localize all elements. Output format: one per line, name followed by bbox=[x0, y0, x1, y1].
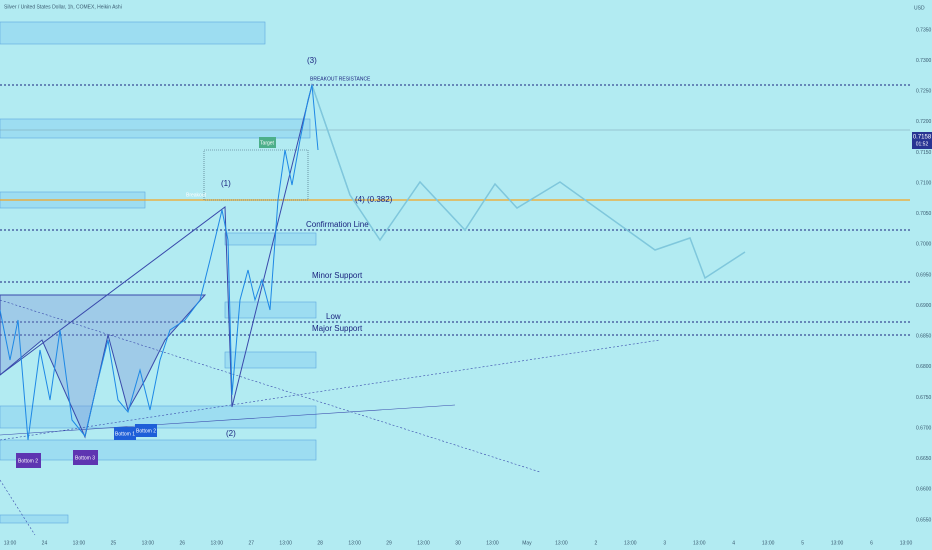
x-tick-label: 13:00 bbox=[142, 540, 155, 546]
x-tick-label: May bbox=[522, 540, 532, 546]
price: 0.7158 bbox=[913, 135, 932, 141]
breakout: Breakout bbox=[186, 192, 207, 198]
x-tick-label: 28 bbox=[317, 540, 323, 546]
x-tick-label: 2 bbox=[594, 540, 597, 546]
x-axis: 13:00 24 13:00 25 13:00 26 13:00 27 13:00 28 13:00… bbox=[4, 540, 913, 546]
y-tick-label: 0.7000 bbox=[916, 242, 932, 248]
price-badge bbox=[912, 132, 932, 149]
x-tick-label: 13:00 bbox=[4, 540, 17, 546]
x-tick-label: 13:00 bbox=[211, 540, 224, 546]
y-axis: 0.7350 0.7300 0.7250 0.7200 0.7150 0.7100 0.70… bbox=[916, 27, 932, 523]
price-path bbox=[0, 84, 319, 441]
y-tick-label: 0.7250 bbox=[916, 89, 932, 95]
bottom2: Bottom 2 bbox=[18, 458, 38, 464]
bottom3: Bottom 3 bbox=[75, 455, 95, 461]
x-tick-label: 13:00 bbox=[486, 540, 499, 546]
x-tick-label: 6 bbox=[870, 540, 873, 546]
target: Target bbox=[260, 140, 275, 146]
breakout-resistance: BREAKOUT RESISTANCE bbox=[310, 76, 371, 82]
major-support: Major Support bbox=[312, 324, 363, 333]
bottom1: Bottom 1 bbox=[115, 431, 135, 437]
wave2: (2) bbox=[226, 429, 236, 438]
bottom2b: Bottom 2 bbox=[136, 428, 156, 434]
x-tick-label: 30 bbox=[455, 540, 461, 546]
y-tick-label: 0.7200 bbox=[916, 119, 932, 125]
wave3: (3) bbox=[307, 56, 317, 65]
currency: USD bbox=[914, 5, 925, 11]
y-tick-label: 0.6900 bbox=[916, 303, 932, 309]
y-tick-label: 0.7350 bbox=[916, 27, 932, 33]
x-tick-label: 13:00 bbox=[900, 540, 913, 546]
x-tick-label: 13:00 bbox=[417, 540, 430, 546]
wave1: (1) bbox=[221, 179, 231, 188]
y-tick-label: 0.7050 bbox=[916, 211, 932, 217]
x-tick-label: 13:00 bbox=[831, 540, 844, 546]
y-tick-label: 0.6750 bbox=[916, 395, 932, 401]
x-tick-label: 13:00 bbox=[693, 540, 706, 546]
y-tick-label: 0.6800 bbox=[916, 364, 932, 370]
low: Low bbox=[326, 312, 341, 321]
countdown: 01:52 bbox=[916, 141, 929, 147]
y-tick-label: 0.6700 bbox=[916, 425, 932, 431]
x-tick-label: 24 bbox=[42, 540, 48, 546]
y-tick-label: 0.6650 bbox=[916, 456, 932, 462]
projection bbox=[311, 84, 746, 280]
confirmation: Confirmation Line bbox=[306, 220, 369, 229]
bottom2-tag bbox=[16, 453, 41, 468]
x-tick-label: 3 bbox=[663, 540, 666, 546]
x-tick-label: 27 bbox=[248, 540, 254, 546]
x-tick-label: 13:00 bbox=[348, 540, 361, 546]
x-tick-label: 25 bbox=[111, 540, 117, 546]
x-tick-label: 29 bbox=[386, 540, 392, 546]
x-tick-label: 13:00 bbox=[279, 540, 292, 546]
y-tick-label: 0.6600 bbox=[916, 487, 932, 493]
title: Silver / United States Dollar, 1h, COMEX… bbox=[4, 4, 122, 10]
y-tick-label: 0.7150 bbox=[916, 150, 932, 156]
target-tag bbox=[259, 137, 276, 148]
bottom1-tag bbox=[114, 427, 136, 440]
y-tick-label: 0.6950 bbox=[916, 272, 932, 278]
x-tick-label: 13:00 bbox=[624, 540, 637, 546]
x-tick-label: 13:00 bbox=[73, 540, 86, 546]
x-tick-label: 13:00 bbox=[555, 540, 568, 546]
x-tick-label: 13:00 bbox=[762, 540, 775, 546]
y-tick-label: 0.6550 bbox=[916, 517, 932, 523]
x-tick-label: 26 bbox=[180, 540, 186, 546]
x-tick-label: 4 bbox=[732, 540, 735, 546]
x-tick-label: 5 bbox=[801, 540, 804, 546]
bottom2b-tag bbox=[135, 424, 157, 437]
bottom3-tag bbox=[73, 450, 98, 465]
minor-support: Minor Support bbox=[312, 271, 363, 280]
y-tick-label: 0.6850 bbox=[916, 334, 932, 340]
wave4: (4) (0.382) bbox=[355, 195, 393, 204]
y-tick-label: 0.7100 bbox=[916, 180, 932, 186]
y-tick-label: 0.7300 bbox=[916, 58, 932, 64]
